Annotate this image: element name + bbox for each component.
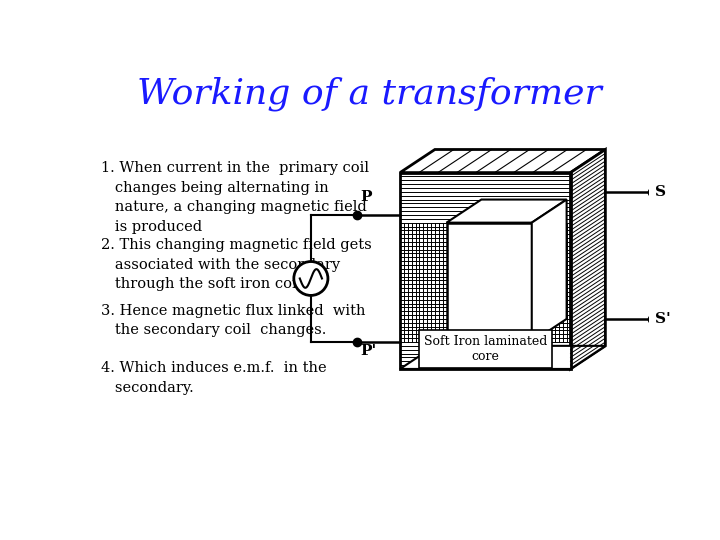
Text: 2. This changing magnetic field gets
   associated with the secondary
   through: 2. This changing magnetic field gets ass…: [101, 238, 372, 291]
Text: Working of a transformer: Working of a transformer: [137, 77, 601, 111]
Polygon shape: [446, 200, 567, 222]
Text: P': P': [361, 343, 377, 357]
Text: S': S': [655, 312, 671, 326]
Polygon shape: [400, 150, 606, 173]
Polygon shape: [446, 222, 532, 342]
Text: 4. Which induces e.m.f.  in the
   secondary.: 4. Which induces e.m.f. in the secondary…: [101, 361, 326, 395]
Polygon shape: [400, 346, 606, 369]
Polygon shape: [570, 150, 606, 369]
Circle shape: [294, 261, 328, 295]
Text: 3. Hence magnetic flux linked  with
   the secondary coil  changes.: 3. Hence magnetic flux linked with the s…: [101, 303, 365, 337]
Text: S: S: [655, 185, 666, 199]
Text: Soft Iron laminated
core: Soft Iron laminated core: [423, 335, 547, 363]
Polygon shape: [532, 200, 567, 342]
Text: P: P: [361, 190, 372, 204]
Text: 1. When current in the  primary coil
   changes being alternating in
   nature, : 1. When current in the primary coil chan…: [101, 161, 369, 233]
